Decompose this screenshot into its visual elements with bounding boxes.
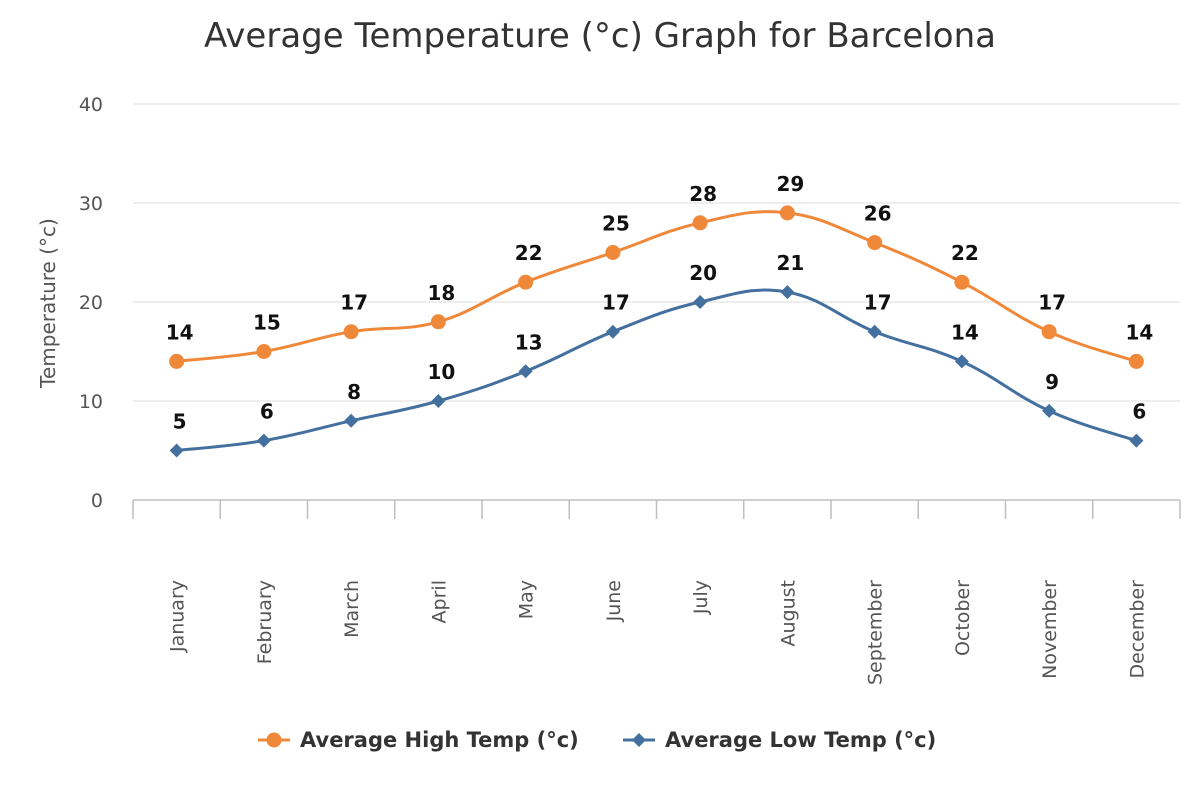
data-point-high [1041,324,1057,340]
legend-item-low: Average Low Temp (°c) [623,728,936,752]
x-tick-label: March [341,580,363,638]
data-label-low: 17 [602,291,630,315]
x-tick-label: April [428,580,450,623]
x-axis: January February March April May June July Augu… [132,499,1181,685]
data-label-high: 29 [776,172,804,196]
x-tick-label: February [254,580,276,664]
data-point-high [343,324,359,340]
data-point-high [256,344,272,359]
data-label-high: 18 [427,281,455,305]
data-point-high [605,245,621,260]
legend-marker-high [266,732,282,748]
data-label-low: 17 [864,291,892,315]
data-point-high [867,235,883,251]
y-tick-label: 10 [79,391,103,413]
data-point-low [256,433,271,448]
x-tick-label: July [690,580,712,615]
series-layer [169,205,1144,458]
data-point-low [605,324,620,339]
data-point-low [693,295,708,309]
data-point-high [518,274,534,290]
x-tick-label: December [1126,580,1148,679]
x-tick-label: November [1039,580,1061,679]
data-label-low: 10 [427,360,455,384]
data-label-high: 15 [253,311,281,335]
x-tick-label: June [603,580,625,622]
data-label-high: 14 [1125,320,1153,344]
data-label-high: 28 [689,182,717,206]
data-point-low [169,443,184,458]
data-label-high: 14 [166,320,194,344]
data-label-high: 17 [1038,291,1066,315]
x-tick-label: August [777,580,799,647]
data-label-high: 17 [340,291,368,315]
data-point-high [430,314,446,330]
data-label-low: 20 [689,261,717,285]
data-label-low: 21 [776,251,804,275]
data-label-low: 9 [1045,370,1059,394]
data-label-high: 26 [864,202,892,226]
data-point-low [431,394,446,408]
data-labels: 14 15 17 18 22 25 28 29 26 22 17 14 5 6 8 10 13 17 20 21 17 1… [166,172,1154,434]
data-point-low [1129,433,1144,448]
chart-title: Average Temperature (°c) Graph for Barce… [204,16,996,56]
series-low [169,285,1144,458]
data-point-low [518,364,533,379]
legend-label-high: Average High Temp (°c) [300,728,579,752]
data-point-low [954,354,969,369]
data-point-low [780,285,795,300]
y-tick-label: 30 [79,193,103,215]
legend-item-high: Average High Temp (°c) [258,728,579,752]
y-tick-label: 40 [79,94,103,116]
data-label-high: 22 [951,241,979,265]
data-point-low [344,413,359,428]
data-label-low: 6 [1132,400,1146,424]
data-label-low: 8 [347,380,361,404]
data-label-low: 14 [951,320,979,344]
data-point-high [779,205,795,221]
grid-lines: 0 10 20 30 40 [79,94,1180,512]
y-tick-label: 0 [91,490,103,512]
x-tick-label: January [167,580,189,653]
series-line-low [176,288,1137,452]
x-tick-label: October [952,580,974,656]
data-label-high: 22 [515,241,543,265]
data-label-low: 13 [515,330,543,354]
data-label-high: 25 [602,212,630,236]
legend-label-low: Average Low Temp (°c) [665,728,936,752]
y-tick-label: 20 [79,292,103,314]
data-point-high [692,215,708,231]
data-point-low [867,324,882,339]
data-label-low: 5 [173,410,187,434]
data-label-low: 6 [260,400,274,424]
series-line-high [176,210,1137,363]
legend-marker-low [632,733,646,747]
y-axis-label: Temperature (°c) [36,218,60,389]
data-point-low [1042,403,1057,418]
series-high [169,205,1144,369]
legend: Average High Temp (°c) Average Low Temp (… [258,728,936,752]
x-tick-label: May [516,580,538,619]
x-tick-label: September [865,580,887,685]
data-point-high [954,274,970,290]
data-point-high [1128,353,1144,369]
data-point-high [169,353,185,369]
